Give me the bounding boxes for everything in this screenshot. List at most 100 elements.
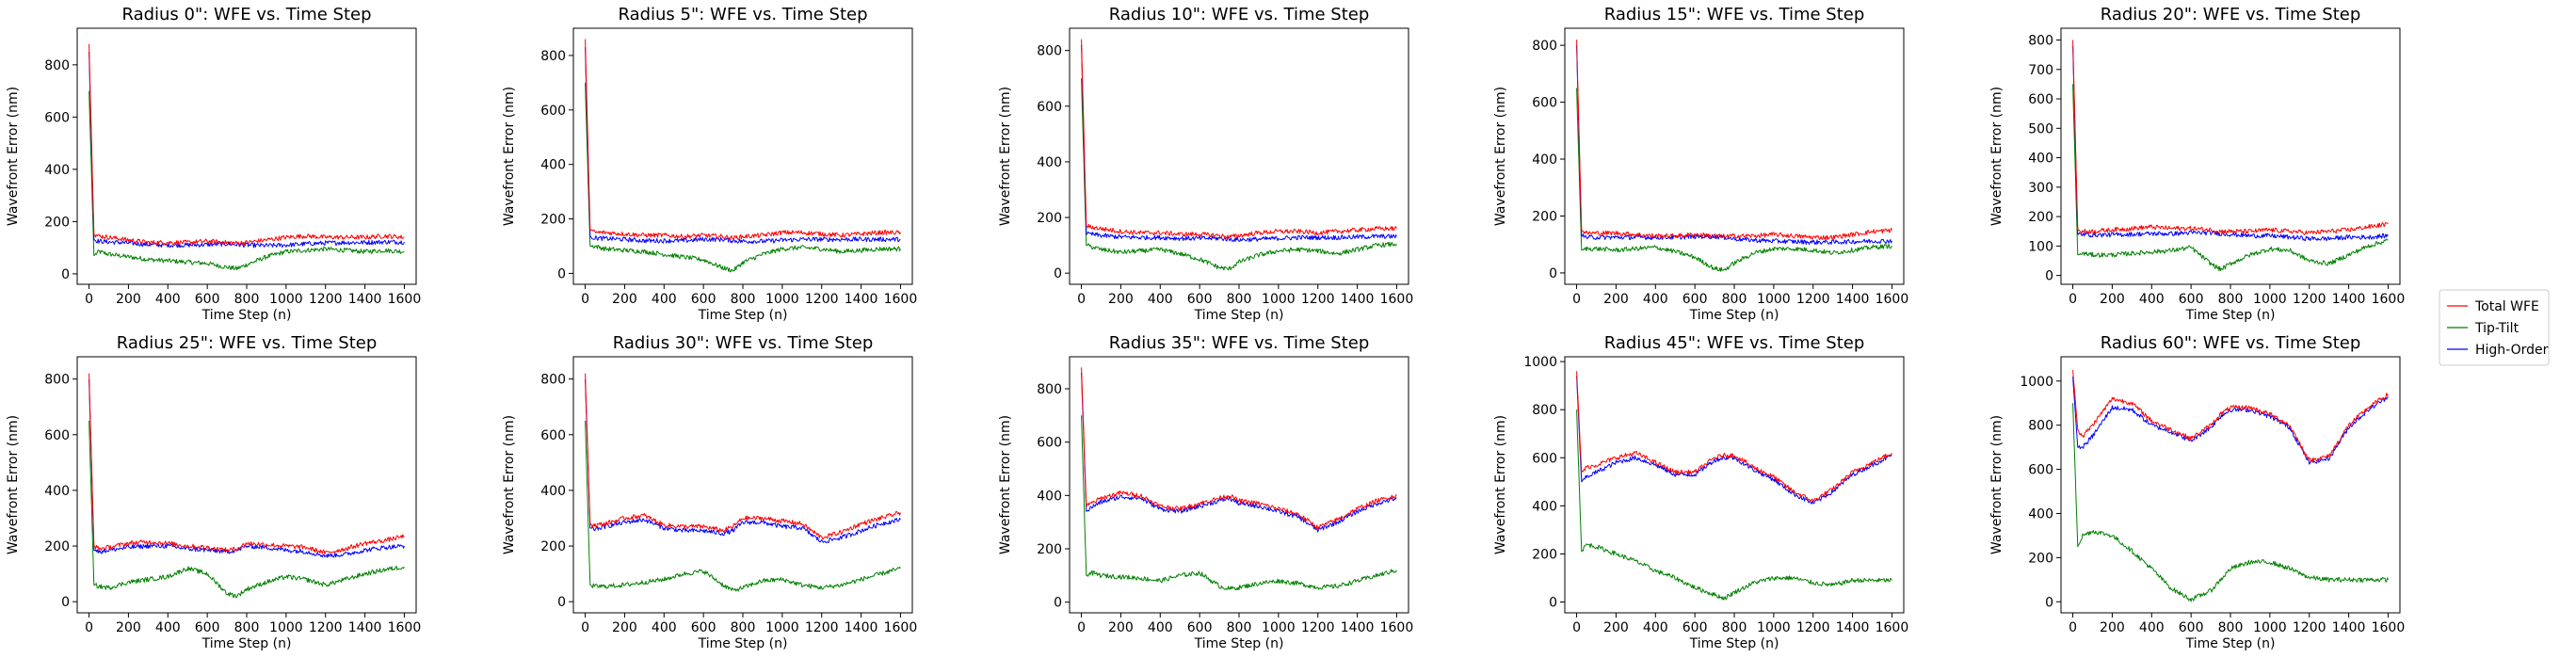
plot-frame xyxy=(1564,27,1905,285)
x-tick-label: 1400 xyxy=(348,292,382,307)
x-tick-label: 0 xyxy=(2069,292,2077,307)
y-axis-label: Wavefront Error (nm) xyxy=(6,415,21,554)
x-tick-label: 1400 xyxy=(1341,292,1375,307)
x-tick-label: 1000 xyxy=(1757,292,1791,307)
plot-frame xyxy=(1069,356,1409,614)
x-tick-label: 1200 xyxy=(309,620,343,635)
y-tick-label: 300 xyxy=(2028,181,2053,196)
panel-2: Radius 10": WFE vs. Time Step 0 200 400 600 8… xyxy=(998,5,1413,323)
panel-8: Radius 45": WFE vs. Time Step 0 200 400 600 8… xyxy=(1493,333,1908,651)
y-axis-label: Wavefront Error (nm) xyxy=(1989,415,2004,554)
series-line-total xyxy=(1576,40,1892,240)
x-tick-label: 1600 xyxy=(388,292,422,307)
x-tick-label: 200 xyxy=(2100,292,2125,307)
x-axis-label: Time Step (n) xyxy=(698,636,788,651)
y-tick-label: 200 xyxy=(2028,210,2053,225)
x-axis-label: Time Step (n) xyxy=(1194,308,1284,323)
x-tick-label: 1000 xyxy=(765,620,799,635)
series-line-high-order xyxy=(1081,372,1397,533)
legend-box xyxy=(2439,289,2550,366)
panel-6: Radius 30": WFE vs. Time Step 0 200 400 600 8… xyxy=(502,333,917,651)
y-axis-label: Wavefront Error (nm) xyxy=(502,87,517,226)
x-tick-label: 400 xyxy=(155,292,181,307)
panel-title: Radius 5": WFE vs. Time Step xyxy=(618,5,867,24)
x-tick-label: 600 xyxy=(2179,620,2204,635)
panel-title: Radius 25": WFE vs. Time Step xyxy=(117,333,378,353)
series-line-total xyxy=(2072,40,2389,235)
panel-9: Radius 60": WFE vs. Time Step 0 200 400 600 8… xyxy=(1989,333,2405,651)
x-tick-label: 1000 xyxy=(269,292,303,307)
y-axis-label: Wavefront Error (nm) xyxy=(1493,87,1508,226)
y-tick-label: 0 xyxy=(557,595,566,610)
x-tick-label: 1400 xyxy=(348,620,382,635)
x-tick-label: 1600 xyxy=(388,620,422,635)
plot-frame xyxy=(1564,356,1905,614)
y-tick-label: 800 xyxy=(1037,382,1062,397)
panel-7: Radius 35": WFE vs. Time Step 0 200 400 600 8… xyxy=(998,333,1413,651)
panel-4: Radius 20": WFE vs. Time Step 0 200 400 600 8… xyxy=(1989,5,2405,323)
x-tick-label: 1000 xyxy=(1262,292,1296,307)
x-tick-label: 0 xyxy=(2069,620,2077,635)
panel-title: Radius 60": WFE vs. Time Step xyxy=(2101,333,2361,353)
y-tick-label: 200 xyxy=(540,539,566,554)
y-tick-label: 600 xyxy=(540,428,566,443)
series-line-tip-tilt xyxy=(2072,84,2389,272)
x-tick-label: 0 xyxy=(85,292,93,307)
series-line-high-order xyxy=(89,378,405,558)
y-axis-label: Wavefront Error (nm) xyxy=(998,87,1013,226)
x-tick-label: 400 xyxy=(1643,292,1668,307)
panel-title: Radius 45": WFE vs. Time Step xyxy=(1604,333,1865,353)
series-group xyxy=(2072,370,2389,602)
x-axis-label: Time Step (n) xyxy=(1194,636,1284,651)
y-tick-label: 600 xyxy=(1037,100,1062,115)
series-line-high-order xyxy=(2072,377,2389,465)
x-axis-label: Time Step (n) xyxy=(2185,636,2276,651)
panel-title: Radius 30": WFE vs. Time Step xyxy=(613,333,874,353)
x-tick-label: 800 xyxy=(234,620,260,635)
x-tick-label: 200 xyxy=(1108,620,1134,635)
y-tick-label: 200 xyxy=(1037,211,1062,226)
x-tick-label: 1200 xyxy=(805,620,839,635)
series-group xyxy=(585,373,901,592)
series-line-high-order xyxy=(1576,376,1892,505)
y-tick-label: 0 xyxy=(1054,596,1062,611)
x-tick-label: 1200 xyxy=(1796,292,1830,307)
x-tick-label: 400 xyxy=(2139,292,2165,307)
y-tick-label: 1000 xyxy=(1523,355,1557,370)
y-axis-label: Wavefront Error (nm) xyxy=(502,415,517,554)
x-tick-label: 1400 xyxy=(2332,620,2366,635)
series-line-tip-tilt xyxy=(585,82,901,273)
y-tick-label: 800 xyxy=(1037,44,1062,59)
y-tick-label: 200 xyxy=(44,539,70,554)
y-axis-label: Wavefront Error (nm) xyxy=(6,87,21,226)
series-line-high-order xyxy=(585,47,901,245)
x-tick-label: 1400 xyxy=(1341,620,1375,635)
y-tick-label: 800 xyxy=(1532,403,1557,418)
plot-frame xyxy=(76,27,417,285)
x-tick-label: 600 xyxy=(1682,292,1708,307)
x-tick-label: 800 xyxy=(731,292,756,307)
series-group xyxy=(1081,39,1397,271)
y-tick-label: 800 xyxy=(2028,419,2053,434)
panel-title: Radius 15": WFE vs. Time Step xyxy=(1604,5,1865,24)
x-tick-label: 600 xyxy=(691,292,716,307)
x-tick-label: 400 xyxy=(652,292,677,307)
y-tick-label: 200 xyxy=(1532,209,1557,224)
legend-label: High-Order xyxy=(2475,343,2549,358)
x-tick-label: 1600 xyxy=(1876,620,1909,635)
x-tick-label: 200 xyxy=(1603,292,1629,307)
series-group xyxy=(2072,40,2389,272)
series-group xyxy=(1576,40,1892,272)
x-tick-label: 800 xyxy=(1227,620,1252,635)
y-tick-label: 400 xyxy=(44,163,70,178)
y-tick-label: 0 xyxy=(2045,269,2053,284)
x-tick-label: 800 xyxy=(2218,292,2244,307)
panel-title: Radius 10": WFE vs. Time Step xyxy=(1109,5,1370,24)
x-tick-label: 400 xyxy=(2139,620,2165,635)
x-tick-label: 0 xyxy=(581,292,589,307)
y-tick-label: 200 xyxy=(1532,547,1557,562)
series-line-total xyxy=(89,373,405,555)
y-tick-label: 0 xyxy=(61,595,70,610)
series-line-tip-tilt xyxy=(2072,403,2389,602)
